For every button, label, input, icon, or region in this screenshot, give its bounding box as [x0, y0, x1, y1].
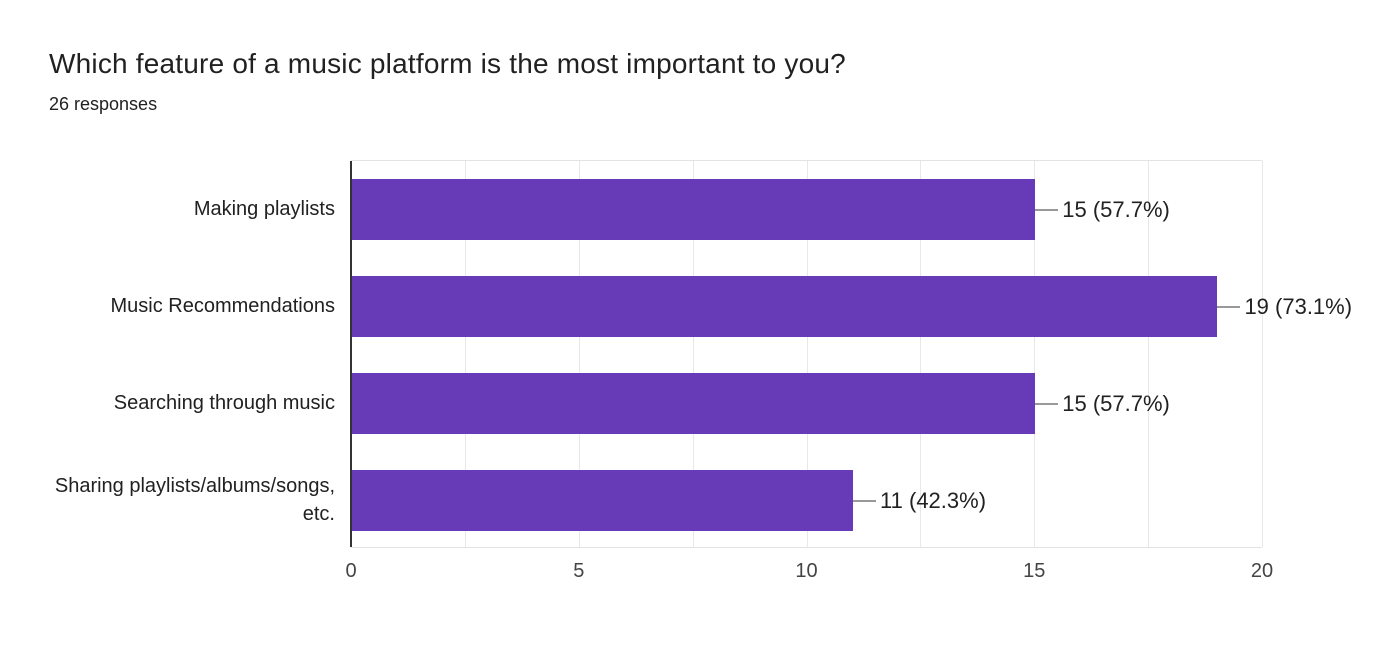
gridline — [464, 161, 466, 547]
chart-subtitle: 26 responses — [49, 94, 158, 114]
gridline — [1262, 161, 1263, 547]
category-label: Searching through music — [113, 391, 335, 414]
bar-value-label: 15 (57.7%) — [1062, 196, 1170, 222]
category-label: Sharing playlists/albums/songs, etc. — [54, 474, 335, 525]
gridline — [920, 161, 922, 547]
x-tick-label: 15 — [1023, 560, 1046, 582]
bar — [352, 179, 1036, 240]
gridline — [1034, 161, 1036, 547]
x-tick-label: 20 — [1250, 560, 1274, 582]
x-axis: 0 5 10 15 20 — [345, 560, 1273, 590]
category-label: Making playlists — [193, 197, 335, 220]
x-tick-label: 0 — [345, 560, 357, 582]
bar — [352, 470, 854, 531]
bar — [352, 373, 1036, 434]
category-label: Music Recommendations — [110, 294, 335, 317]
gridline — [578, 161, 580, 547]
category-axis-labels: Making playlists Music Recommendations Sea… — [43, 160, 343, 548]
bar — [352, 276, 1218, 337]
annotation-connector — [1035, 402, 1059, 405]
plot-area: 15 (57.7%) 19 (73.1%) 15 (57.7%) 11 (42.3%) — [350, 160, 1352, 548]
annotation-connector — [853, 499, 877, 502]
bar-value-label: 15 (57.7%) — [1062, 390, 1170, 416]
chart-title: Which feature of a music platform is the… — [49, 48, 846, 79]
bar-value-label: 11 (42.3%) — [880, 487, 987, 513]
y-axis-line — [350, 161, 352, 547]
x-tick-label: 5 — [573, 560, 585, 582]
bar-value-label: 19 (73.1%) — [1244, 293, 1353, 319]
annotation-connector — [1217, 305, 1241, 308]
annotation-connector — [1035, 208, 1059, 211]
gridline — [806, 161, 808, 547]
gridline — [692, 161, 694, 547]
gridline — [1148, 161, 1150, 547]
x-tick-label: 10 — [795, 560, 818, 582]
